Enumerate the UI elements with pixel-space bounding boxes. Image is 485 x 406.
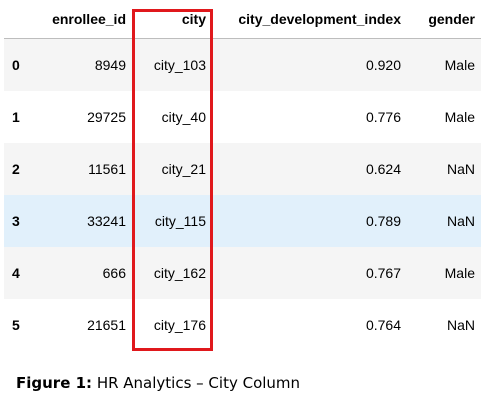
table-row-highlighted: 3 33241 city_115 0.789 NaN xyxy=(4,194,481,247)
column-header-enrollee-id: enrollee_id xyxy=(34,0,132,39)
cell-gender: Male xyxy=(444,264,475,281)
cell-city: city_162 xyxy=(153,264,206,281)
cell-gender: NaN xyxy=(446,316,475,333)
cell-gender: NaN xyxy=(446,212,475,229)
cell-enrollee-id: 29725 xyxy=(87,108,126,125)
figure-caption-text: HR Analytics – City Column xyxy=(92,374,301,392)
table-row: 4 666 city_162 0.767 Male xyxy=(4,246,481,299)
cell-city-development-index: 0.624 xyxy=(365,160,401,177)
cell-city-development-index: 0.789 xyxy=(365,212,401,229)
cell-enrollee-id: 21651 xyxy=(87,316,126,333)
cell-gender: NaN xyxy=(446,160,475,177)
column-header-gender: gender xyxy=(407,0,481,39)
cell-gender: Male xyxy=(444,56,475,73)
cell-city: city_103 xyxy=(153,56,206,73)
index-header xyxy=(4,0,34,39)
column-header-city-development-index: city_development_index xyxy=(212,0,407,39)
row-index: 1 xyxy=(12,108,20,125)
dataframe-output: enrollee_id city city_development_index … xyxy=(4,0,481,351)
header-row: enrollee_id city city_development_index … xyxy=(4,0,481,39)
cell-enrollee-id: 33241 xyxy=(87,212,126,229)
cell-city-development-index: 0.767 xyxy=(365,264,401,281)
table-row: 5 21651 city_176 0.764 NaN xyxy=(4,299,481,351)
cell-city: city_115 xyxy=(154,212,206,229)
column-header-city: city xyxy=(132,0,212,39)
table-row: 2 11561 city_21 0.624 NaN xyxy=(4,142,481,195)
row-index: 0 xyxy=(12,56,20,73)
figure-caption-label: Figure 1: xyxy=(16,374,93,392)
row-index: 4 xyxy=(12,264,20,281)
cell-city-development-index: 0.920 xyxy=(365,56,401,73)
cell-enrollee-id: 8949 xyxy=(94,56,126,73)
row-index: 3 xyxy=(12,212,20,229)
cell-city: city_21 xyxy=(161,160,206,177)
dataframe-table: enrollee_id city city_development_index … xyxy=(4,0,481,351)
cell-city: city_176 xyxy=(153,316,206,333)
row-index: 2 xyxy=(12,160,20,177)
cell-gender: Male xyxy=(444,108,475,125)
cell-enrollee-id: 666 xyxy=(102,264,126,281)
cell-city-development-index: 0.764 xyxy=(365,316,401,333)
cell-enrollee-id: 11561 xyxy=(88,160,126,177)
table-row: 0 8949 city_103 0.920 Male xyxy=(4,38,481,91)
figure-caption: Figure 1: HR Analytics – City Column xyxy=(16,374,300,392)
cell-city-development-index: 0.776 xyxy=(365,108,401,125)
row-index: 5 xyxy=(12,316,20,333)
cell-city: city_40 xyxy=(161,108,206,125)
table-row: 1 29725 city_40 0.776 Male xyxy=(4,91,481,143)
